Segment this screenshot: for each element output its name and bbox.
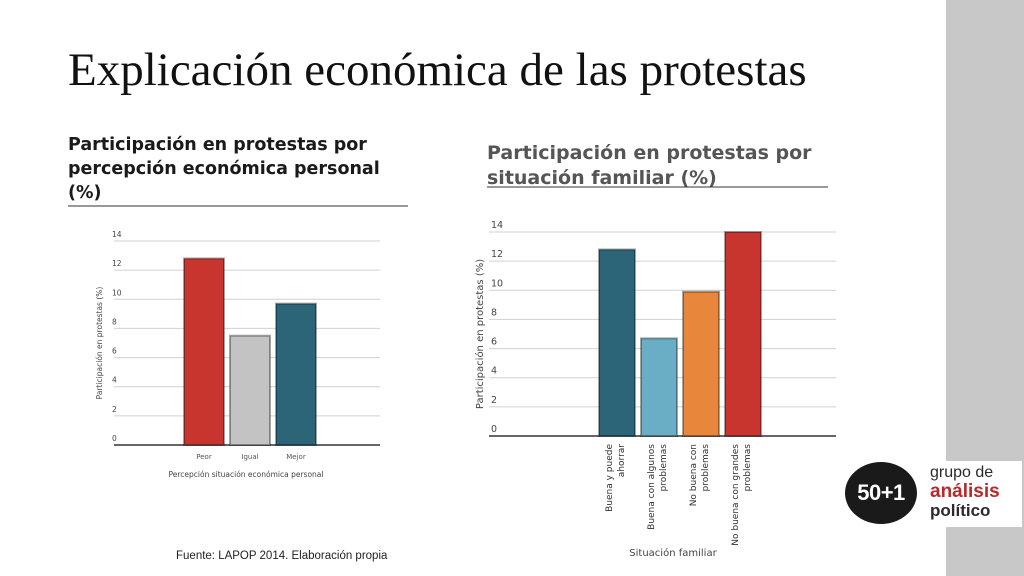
x-axis-label: Percepción situación económica personal [169,470,324,479]
bar [598,248,636,437]
y-tick-label: 6 [112,347,117,356]
x-category-label: Peor [196,453,212,461]
x-axis-label: Situación familiar [629,547,717,559]
y-axis-label: Participación en protestas (%) [95,287,104,400]
y-tick-label: 2 [112,405,117,414]
x-category-label: Buena y puede [605,444,615,512]
x-category-label: Igual [241,453,258,461]
y-tick-label: 4 [112,376,117,385]
chart-personal-perception: Participación en protestas por percepción… [68,135,408,479]
x-category-label: problemas [701,444,711,492]
chart-title-line: percepción económica personal [68,159,380,179]
chart-family-situation: Participación en protestas por situación … [474,142,836,559]
x-category-label: problemas [659,444,669,492]
x-category-label: No buena con [689,444,699,506]
chart-title-line: (%) [68,183,102,203]
chart-title-line: Participación en protestas por [487,142,812,164]
chart-panel-family: Participación en protestas por situación … [466,128,846,568]
x-category-label: Mejor [286,453,306,461]
y-tick-label: 0 [112,434,117,443]
y-tick-label: 10 [491,278,503,289]
logo-line-2: análisis [930,481,1000,502]
source-note: Fuente: LAPOP 2014. Elaboración propia [176,550,388,562]
y-tick-label: 4 [491,366,497,377]
y-tick-label: 12 [491,249,503,260]
y-axis-label: Participación en protestas (%) [474,259,486,409]
y-tick-label: 2 [491,395,497,406]
y-tick-label: 8 [112,317,117,326]
logo-circle: 50+1 [845,462,917,524]
bar [724,231,762,437]
y-tick-label: 10 [112,288,122,297]
logo-wordmark: grupo de análisis político [930,463,1022,520]
chart-title-line: Participación en protestas por [68,135,367,155]
y-tick-label: 14 [491,220,503,231]
logo-mark: 50+1 [857,480,905,505]
y-tick-label: 6 [491,337,497,348]
y-tick-label: 0 [491,424,497,435]
bar [640,337,678,437]
y-tick-label: 8 [491,307,497,318]
logo-501: 50+1 grupo de análisis político [842,461,1022,527]
y-tick-label: 12 [112,259,122,268]
logo-line-1: grupo de [930,464,994,481]
logo-line-3: político [930,501,991,520]
bar [229,334,271,446]
x-category-label: problemas [743,444,753,492]
chart-panel-personal: Participación en protestas por percepción… [58,128,410,490]
bar [275,302,317,446]
x-category-label: Buena con algunos [647,444,657,530]
chart-title-line: situación familiar (%) [487,167,717,189]
x-category-label: ahorrar [617,444,627,477]
slide-title: Explicación económica de las protestas [68,44,807,96]
x-category-label: No buena con grandes [731,444,741,546]
y-tick-label: 14 [112,230,122,239]
bar [183,257,225,446]
bar [682,290,720,437]
